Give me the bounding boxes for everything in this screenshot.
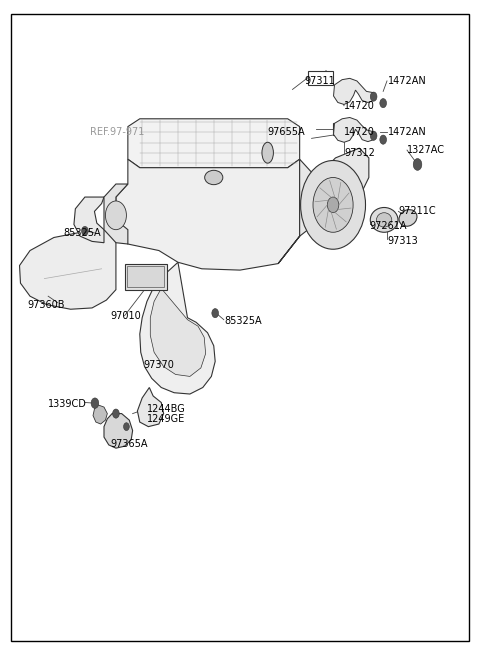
Text: 97311: 97311 xyxy=(305,76,336,86)
Ellipse shape xyxy=(399,210,417,226)
Text: 97365A: 97365A xyxy=(110,439,148,449)
Polygon shape xyxy=(74,197,104,243)
Text: 97370: 97370 xyxy=(144,360,174,370)
Text: 97261A: 97261A xyxy=(370,221,408,231)
Text: 97360B: 97360B xyxy=(28,300,65,310)
Circle shape xyxy=(123,422,129,430)
Polygon shape xyxy=(104,184,128,244)
Bar xyxy=(124,263,167,290)
Polygon shape xyxy=(150,288,205,377)
Bar xyxy=(127,266,164,287)
Circle shape xyxy=(212,309,218,318)
Text: 97312: 97312 xyxy=(344,148,375,158)
Text: REF.97-971: REF.97-971 xyxy=(90,127,144,137)
Ellipse shape xyxy=(376,213,392,227)
Circle shape xyxy=(327,197,339,213)
Text: 1472AN: 1472AN xyxy=(388,127,427,137)
Text: 97010: 97010 xyxy=(110,310,141,321)
Polygon shape xyxy=(140,262,215,394)
Circle shape xyxy=(313,178,353,233)
Polygon shape xyxy=(93,404,108,424)
Text: 1339CD: 1339CD xyxy=(48,400,87,409)
Circle shape xyxy=(113,409,119,418)
Text: 85325A: 85325A xyxy=(63,228,101,238)
Text: 14720: 14720 xyxy=(344,101,375,111)
Ellipse shape xyxy=(204,170,223,185)
Polygon shape xyxy=(104,413,132,448)
Text: 97211C: 97211C xyxy=(398,206,436,216)
Circle shape xyxy=(370,92,377,101)
Text: 14720: 14720 xyxy=(344,127,375,137)
Polygon shape xyxy=(137,388,164,426)
Circle shape xyxy=(300,160,365,250)
Circle shape xyxy=(106,201,126,230)
Bar xyxy=(333,123,353,135)
Text: 97655A: 97655A xyxy=(268,127,305,137)
Ellipse shape xyxy=(370,208,398,233)
Text: 1327AC: 1327AC xyxy=(407,145,445,155)
Ellipse shape xyxy=(262,142,274,163)
Text: 1249GE: 1249GE xyxy=(147,414,185,424)
Polygon shape xyxy=(116,159,300,270)
Text: 85325A: 85325A xyxy=(225,316,263,326)
Circle shape xyxy=(380,135,386,144)
Text: 97313: 97313 xyxy=(387,236,418,246)
Polygon shape xyxy=(20,230,116,309)
Circle shape xyxy=(370,131,377,140)
Polygon shape xyxy=(128,119,300,168)
Polygon shape xyxy=(278,148,369,263)
Polygon shape xyxy=(334,79,373,104)
Polygon shape xyxy=(334,117,373,142)
Bar xyxy=(308,71,333,85)
Text: 1472AN: 1472AN xyxy=(388,76,427,86)
Text: 1244BG: 1244BG xyxy=(147,404,186,414)
Circle shape xyxy=(413,159,422,170)
Circle shape xyxy=(82,227,88,236)
Circle shape xyxy=(91,398,99,408)
Circle shape xyxy=(380,98,386,107)
